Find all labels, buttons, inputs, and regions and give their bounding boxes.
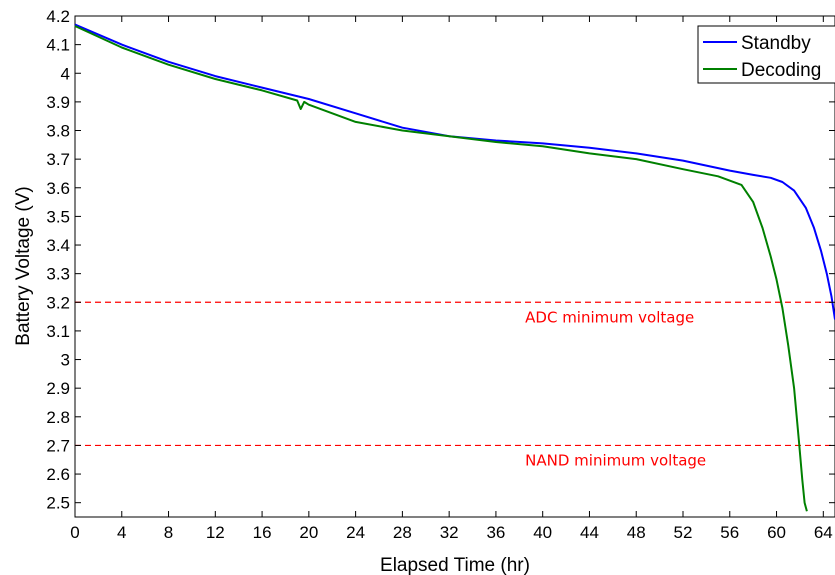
x-tick-label: 28 [393, 523, 412, 542]
y-tick-label: 2.6 [46, 465, 70, 484]
series-line-decoding [74, 25, 808, 512]
x-tick-label: 44 [580, 523, 599, 542]
y-tick-label: 2.9 [46, 379, 70, 398]
y-tick-label: 3.2 [46, 293, 70, 312]
y-tick-label: 3.9 [46, 93, 70, 112]
y-tick-label: 3.1 [46, 322, 70, 341]
legend-standby-label: Standby [741, 33, 811, 54]
y-tick-label: 3.6 [46, 179, 70, 198]
x-tick-label: 12 [206, 523, 225, 542]
y-tick-label: 3.4 [46, 236, 70, 255]
x-tick-label: 52 [674, 523, 693, 542]
x-tick-label: 40 [533, 523, 552, 542]
y-tick-label: 2.7 [46, 436, 70, 455]
y-tick-label: 3.7 [46, 150, 70, 169]
annotation-layer: ADC minimum voltage NAND minimum voltage [525, 308, 706, 469]
plot-frame [74, 15, 835, 518]
x-tick-label: 64 [814, 523, 833, 542]
y-tick-label: 4.2 [46, 7, 70, 26]
y-tick-label: 3 [61, 351, 70, 370]
x-tick-label: 36 [486, 523, 505, 542]
reference-line-label-1: NAND minimum voltage [525, 451, 706, 469]
y-tick-label: 3.3 [46, 265, 70, 284]
y-tick-label: 2.5 [46, 494, 70, 513]
x-tick-label: 60 [767, 523, 786, 542]
x-tick-label: 0 [70, 523, 79, 542]
series-layer [74, 23, 835, 512]
y-tick-label: 3.8 [46, 122, 70, 141]
legend-box [697, 25, 835, 84]
x-tick-label: 48 [627, 523, 646, 542]
y-tick-label: 2.8 [46, 408, 70, 427]
x-axis: 0 4 8 12 16 20 24 28 32 36 40 44 48 52 56 60 64 [70, 16, 833, 542]
y-tick-label: 4.1 [46, 36, 70, 55]
x-tick-label: 4 [117, 523, 126, 542]
legend-decoding-label: Decoding [741, 60, 821, 81]
y-tick-label: 4 [61, 64, 70, 83]
x-tick-label: 32 [440, 523, 459, 542]
y-axis-title: Battery Voltage (V) [13, 186, 34, 345]
x-tick-label: 56 [720, 523, 739, 542]
legend: Standby Decoding [697, 25, 835, 84]
x-tick-label: 16 [253, 523, 272, 542]
x-axis-title: Elapsed Time (hr) [380, 555, 530, 575]
series-line-standby [74, 23, 835, 320]
y-tick-label: 3.5 [46, 207, 70, 226]
x-tick-label: 24 [346, 523, 365, 542]
reference-lines [75, 301, 835, 447]
reference-line-label-0: ADC minimum voltage [525, 308, 694, 326]
x-tick-label: 20 [299, 523, 318, 542]
plot-area [74, 15, 835, 518]
x-tick-label: 8 [164, 523, 173, 542]
